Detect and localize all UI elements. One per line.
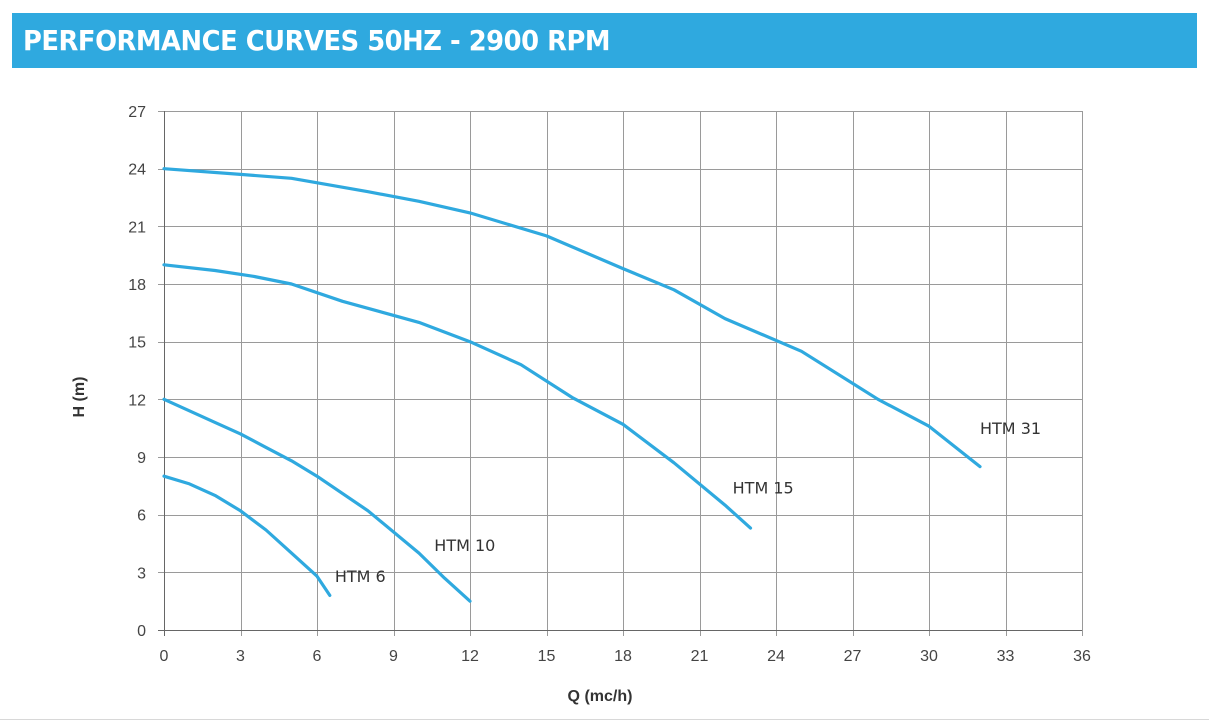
series-line-htm-10 [162,397,472,603]
series-line-htm-6 [162,474,332,598]
curve-label: HTM 15 [733,479,794,498]
x-tick-label: 12 [461,648,479,665]
grid [158,111,1083,636]
series-line-htm-31 [162,167,982,469]
x-tick-label: 27 [844,648,862,665]
y-tick-label: 27 [128,104,146,121]
curve-labels: HTM 6 HTM 10 HTM 15 HTM 31 [335,419,1041,586]
y-tick-label: 6 [137,508,146,525]
x-tick-label: 9 [389,648,398,665]
y-tick-label: 21 [128,219,146,236]
y-tick-label: 24 [128,162,146,179]
x-tick-label: 18 [614,648,632,665]
page-title: PERFORMANCE CURVES 50HZ - 2900 RPM [23,24,611,57]
y-tick-label: 15 [128,335,146,352]
x-tick-label: 3 [236,648,245,665]
x-tick-label: 6 [313,648,322,665]
curve-label: HTM 31 [980,419,1041,438]
x-tick-label: 33 [997,648,1015,665]
x-axis-label: Q (mc/h) [568,688,633,705]
y-tick-label: 0 [137,623,146,640]
bottom-divider [0,719,1209,720]
x-tick-label: 24 [767,648,785,665]
curve-label: HTM 10 [434,536,495,555]
y-tick-label: 18 [128,277,146,294]
x-tick-label: 21 [691,648,709,665]
curves [162,167,982,603]
x-tick-label: 0 [160,648,169,665]
y-axis-label: H (m) [71,377,88,418]
title-banner: PERFORMANCE CURVES 50HZ - 2900 RPM [12,13,1197,68]
y-tick-label: 9 [137,450,146,467]
y-tick-label: 12 [128,392,146,409]
x-tick-label: 15 [538,648,556,665]
x-tick-label: 30 [920,648,938,665]
y-tick-label: 3 [137,565,146,582]
curve-label: HTM 6 [335,567,386,586]
x-tick-label: 36 [1073,648,1091,665]
series-line-htm-15 [162,263,753,530]
